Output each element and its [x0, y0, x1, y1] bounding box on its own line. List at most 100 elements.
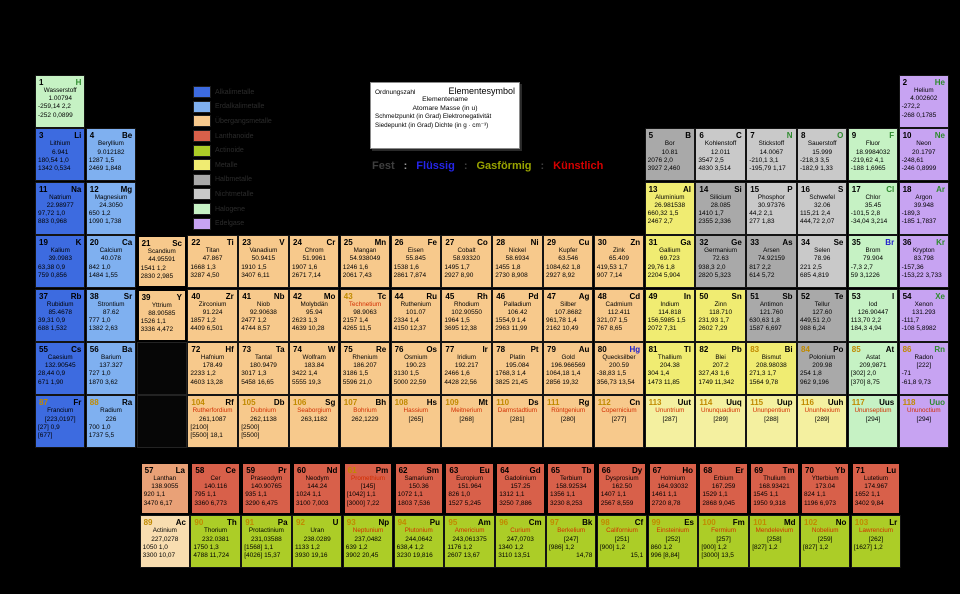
element-cell-Tc[interactable]: 43 Tc Technetium 98.9063 2157 1,4 4265 11,5: [339, 288, 391, 342]
element-cell-Cn[interactable]: 112 Cn Copernicium [277]: [593, 395, 645, 449]
element-cell-Gd[interactable]: 64 Gd Gadolinium 157.25 1312 1,1 3250 7,886: [495, 462, 546, 515]
element-cell-Db[interactable]: 105 Db Dubnium 262,1138 [2500] [5500]: [238, 395, 289, 449]
element-cell-Rf[interactable]: 104 Rf Rutherfordium 261,1087 [2100] [5500] 1…: [187, 395, 238, 449]
element-cell-Mo[interactable]: 42 Mo Molybdän 95.94 2623 1,3 4639 10,28: [289, 288, 340, 342]
element-cell-Lr[interactable]: 103 Lr Lawrencium [262] [1627] 1,2: [850, 515, 902, 569]
element-cell-Uus[interactable]: 117 Uus Ununseptium [294]: [847, 395, 899, 449]
element-cell-Cs[interactable]: 55 Cs Caesium 132.90545 28,44 0,9 671 1,90: [35, 342, 86, 395]
element-cell-Po[interactable]: 84 Po Polonium 209.98 254 1,8 962 9,196: [797, 342, 848, 395]
element-cell-Li[interactable]: 3 Li Lithium 6.941 180,54 1,0 1342 0,534: [35, 128, 86, 182]
element-cell-Mg[interactable]: 12 Mg Magnesium 24.3050 650 1,2 1090 1,738: [85, 181, 137, 235]
element-cell-Np[interactable]: 93 Np Neptunium 237,0482 639 1,2 3902 20,45: [342, 515, 394, 569]
element-cell-W[interactable]: 74 W Wolfram 183.84 3422 1,4 5555 19,3: [289, 342, 340, 395]
element-cell-Zn[interactable]: 30 Zn Zink 65.409 419,53 1,7 907 7,14: [593, 235, 645, 289]
element-cell-No[interactable]: 102 No Nobelium [259] [827] 1,2: [800, 515, 851, 569]
element-cell-Te[interactable]: 52 Te Tellur 127.60 449,51 2,0 988 6,24: [797, 288, 848, 342]
element-cell-B[interactable]: 5 B Bor 10.81 2076 2,0 3927 2,460: [644, 128, 695, 182]
element-cell-Ho[interactable]: 67 Ho Holmium 164.93032 1461 1,1 2720 8,78: [647, 462, 698, 515]
element-cell-Bh[interactable]: 107 Bh Bohrium 262,1229: [339, 395, 391, 449]
element-cell-Ar[interactable]: 18 Ar Argon 39.948 -189,3 -185 1,7837: [898, 181, 949, 235]
element-cell-Pt[interactable]: 78 Pt Platin 195.084 1768,3 1,4 3825 21,45: [492, 342, 543, 395]
element-cell-Ti[interactable]: 22 Ti Titan 47.867 1668 1,3 3287 4,50: [187, 235, 238, 289]
element-cell-Ga[interactable]: 31 Ga Gallium 69.723 29,76 1,8 2204 5,904: [644, 235, 695, 289]
element-cell-Cd[interactable]: 48 Cd Cadmium 112.411 321,07 1,5 767 8,65: [593, 288, 645, 342]
element-cell-Br[interactable]: 35 Br Brom 79.904 -7,3 2,7 59 3,1226: [847, 235, 899, 289]
element-cell-Tl[interactable]: 81 Tl Thallium 204.38 304 1,4 1473 11,85: [644, 342, 695, 395]
element-cell-Na[interactable]: 11 Na Natrium 22.98977 97,72 1,0 883 0,968: [35, 181, 86, 235]
element-cell-Th[interactable]: 90 Th Thorium 232.0381 1750 1,3 4788 11,724: [190, 515, 241, 569]
element-cell-Hf[interactable]: 72 Hf Hafnium 178.49 2233 1,2 4603 13,28: [187, 342, 238, 395]
element-cell-Cm[interactable]: 96 Cm Curium 247,0703 1340 1,2 3110 13,51: [495, 515, 546, 569]
element-cell-Cf[interactable]: 98 Cf Californium [251] [900] 1,2 15,1: [596, 515, 648, 569]
element-cell-Ge[interactable]: 32 Ge Germanium 72.63 938,3 2,0 2820 5,323: [695, 235, 746, 289]
element-cell-Sc[interactable]: 21 Sc Scandium 44.95591 1541 1,2 2830 2,985: [136, 235, 187, 289]
element-cell-Kr[interactable]: 36 Kr Krypton 83.798 -157,36 -153,22 3,733: [898, 235, 949, 289]
element-cell-O[interactable]: 8 O Sauerstoff 15.999 -218,3 3,5 -182,9 1,33: [797, 128, 848, 182]
element-cell-At[interactable]: 85 At Astat 209,9871 [302] 2,0 [370] 8,75: [847, 342, 899, 395]
element-cell-Ag[interactable]: 47 Ag Silber 107.8682 961,78 1,4 2162 10,49: [543, 288, 594, 342]
element-cell-C[interactable]: 6 C Kohlenstoff 12.011 3547 2,5 4830 3,514: [695, 128, 746, 182]
element-cell-Ce[interactable]: 58 Ce Cer 140.116 795 1,1 3360 6,773: [190, 462, 241, 515]
element-cell-Cu[interactable]: 29 Cu Kupfer 63.546 1084,62 1,8 2927 8,92: [543, 235, 594, 289]
element-cell-Uuo[interactable]: 118 Uuo Ununoctium [294]: [898, 395, 949, 449]
element-cell-Es[interactable]: 99 Es Einsteinium [252] 860 1,2 996 [8,84]: [647, 515, 698, 569]
element-cell-He[interactable]: 2 He Helium 4.002602 -272,2 -268 0,1785: [898, 75, 949, 128]
element-cell-Sn[interactable]: 50 Sn Zinn 118.710 231,93 1,7 2602 7,29: [695, 288, 746, 342]
element-cell-Lu[interactable]: 71 Lu Lutetium 174.967 1652 1,1 3402 9,84: [850, 462, 902, 515]
element-cell-Al[interactable]: 13 Al Aluminium 26.981538 660,32 1,5 2467 2,7: [644, 181, 695, 235]
element-cell-Ta[interactable]: 73 Ta Tantal 180.9479 3017 1,3 5458 16,65: [238, 342, 289, 395]
element-cell-Mt[interactable]: 109 Mt Meitnerium [268]: [441, 395, 492, 449]
element-cell-Fr[interactable]: 87 Fr Francium [223,0197] [27] 0,9 [677]: [35, 395, 86, 449]
element-cell-Se[interactable]: 34 Se Selen 78.96 221 2,5 685 4,819: [797, 235, 848, 289]
element-cell-Dy[interactable]: 66 Dy Dysprosium 162.50 1407 1,1 2567 8,559: [596, 462, 648, 515]
element-cell-Bi[interactable]: 83 Bi Bismut 208.98038 271,3 1,7 1564 9,78: [746, 342, 797, 395]
element-cell-Hg[interactable]: 80 Hg Quecksilber 200.59 -38,83 1,5 356,73 13…: [593, 342, 645, 395]
element-cell-K[interactable]: 19 K Kalium 39.0983 63,38 0,9 759 0,856: [35, 235, 86, 289]
element-cell-Sg[interactable]: 106 Sg Seaborgium 263,1182: [289, 395, 340, 449]
element-cell-Sr[interactable]: 38 Sr Strontium 87.62 777 1,0 1382 2,63: [85, 288, 137, 342]
element-cell-N[interactable]: 7 N Stickstoff 14.0067 -210,1 3,1 -195,79 1,1…: [746, 128, 797, 182]
element-cell-Yb[interactable]: 70 Yb Ytterbium 173.04 824 1,1 1196 6,973: [800, 462, 851, 515]
element-cell-Si[interactable]: 14 Si Silicium 28.085 1410 1,7 2355 2,336: [695, 181, 746, 235]
element-cell-Ne[interactable]: 10 Ne Neon 20.1797 -248,61 -246 0,8999: [898, 128, 949, 182]
element-cell-As[interactable]: 33 As Arsen 74.92159 817 2,2 614 5,72: [746, 235, 797, 289]
element-cell-Co[interactable]: 27 Co Cobalt 58.93320 1495 1,7 2927 8,90: [441, 235, 492, 289]
element-cell-Nd[interactable]: 60 Nd Neodym 144.24 1024 1,1 3100 7,003: [292, 462, 343, 515]
element-cell-Ra[interactable]: 88 Ra Radium 226 700 1,0 1737 5,5: [85, 395, 137, 449]
element-cell-Ds[interactable]: 110 Ds Darmstadtium [281]: [492, 395, 543, 449]
element-cell-Pr[interactable]: 59 Pr Praseodym 140.90765 935 1,1 3290 6,475: [241, 462, 292, 515]
element-cell-Pu[interactable]: 94 Pu Plutonium 244,0642 638,4 1,2 3230 19,81…: [393, 515, 444, 569]
element-cell-Uup[interactable]: 115 Uup Ununpentium [288]: [746, 395, 797, 449]
element-cell-Uut[interactable]: 113 Uut Ununtrium [287]: [644, 395, 695, 449]
element-cell-Re[interactable]: 75 Re Rhenium 186.207 3186 1,5 5596 21,0: [339, 342, 391, 395]
element-cell-Er[interactable]: 68 Er Erbium 167.259 1529 1,1 2868 9,045: [698, 462, 749, 515]
element-cell-Cr[interactable]: 24 Cr Chrom 51.9961 1907 1,6 2671 7,14: [289, 235, 340, 289]
element-cell-Ir[interactable]: 77 Ir Iridium 192.217 2466 1,6 4428 22,56: [441, 342, 492, 395]
element-cell-Ru[interactable]: 44 Ru Ruthenium 101.07 2334 1,4 4150 12,37: [390, 288, 441, 342]
element-cell-Hs[interactable]: 108 Hs Hassium [265]: [390, 395, 441, 449]
element-cell-Ni[interactable]: 28 Ni Nickel 58.6934 1455 1,8 2730 8,908: [492, 235, 543, 289]
element-cell-Rg[interactable]: 111 Rg Röntgenium [280]: [543, 395, 594, 449]
element-cell-Uuh[interactable]: 116 Uuh Ununhexium [289]: [797, 395, 848, 449]
element-cell-Pa[interactable]: 91 Pa Protactinium 231,03588 [1568] 1,1 [4026…: [241, 515, 292, 569]
element-cell-Ca[interactable]: 20 Ca Calcium 40.078 842 1,0 1484 1,55: [85, 235, 137, 289]
element-cell-Rh[interactable]: 45 Rh Rhodium 102.90550 1964 1,5 3695 12,38: [441, 288, 492, 342]
element-cell-U[interactable]: 92 U Uran 238.0289 1133 1,2 3930 19,16: [292, 515, 343, 569]
element-cell-F[interactable]: 9 F Fluor 18.9984032 -219,62 4,1 -188 1,6965: [847, 128, 899, 182]
element-cell-Cl[interactable]: 17 Cl Chlor 35.45 -101,5 2,8 -34,04 3,214: [847, 181, 899, 235]
element-cell-Nb[interactable]: 41 Nb Niob 92.90638 2477 1,2 4744 8,57: [238, 288, 289, 342]
element-cell-Os[interactable]: 76 Os Osmium 190.23 3130 1,5 5000 22,59: [390, 342, 441, 395]
element-cell-Uuq[interactable]: 114 Uuq Ununquadium [289]: [695, 395, 746, 449]
element-cell-Sm[interactable]: 62 Sm Samarium 150.36 1072 1,1 1803 7,536: [393, 462, 444, 515]
element-cell-Mn[interactable]: 25 Mn Mangan 54.938049 1246 1,6 2061 7,43: [339, 235, 391, 289]
element-cell-Be[interactable]: 4 Be Beryllium 9.012182 1287 1,5 2469 1,848: [85, 128, 137, 182]
element-cell-Zr[interactable]: 40 Zr Zirconium 91.224 1857 1,2 4409 6,501: [187, 288, 238, 342]
element-cell-Am[interactable]: 95 Am Americium 243,061375 1176 1,2 2607 13,6…: [444, 515, 495, 569]
element-cell-Ac[interactable]: 89 Ac Actinium 227,0278 1050 1,0 3300 10,07: [139, 515, 190, 569]
element-cell-Bk[interactable]: 97 Bk Berkelium [247] [986] 1,2 14,78: [546, 515, 597, 569]
element-cell-Tm[interactable]: 69 Tm Thulium 168.93421 1545 1,1 1950 9,318: [749, 462, 800, 515]
element-cell-Fe[interactable]: 26 Fe Eisen 55.845 1538 1,6 2861 7,874: [390, 235, 441, 289]
element-cell-Fm[interactable]: 100 Fm Fermium [257] [900] 1,2 [3000] 13,5: [698, 515, 749, 569]
element-cell-Pd[interactable]: 46 Pd Palladium 106.42 1554,9 1,4 2963 11,99: [492, 288, 543, 342]
element-cell-S[interactable]: 16 S Schwefel 32.06 115,21 2,4 444,72 2,07: [797, 181, 848, 235]
